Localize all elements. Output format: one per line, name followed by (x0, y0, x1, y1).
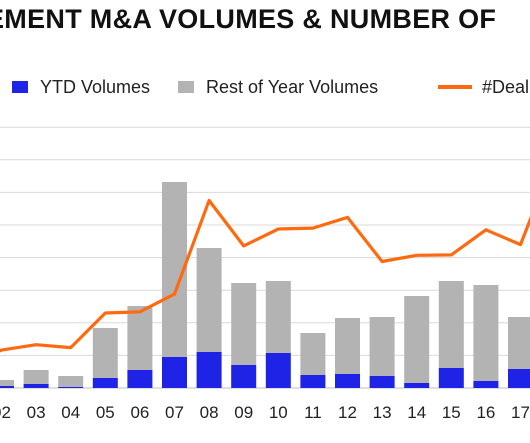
deals-line (0, 198, 530, 353)
x-tick-label: 09 (234, 403, 253, 422)
bar-rest-of-year (127, 306, 153, 370)
bar-rest-of-year (23, 370, 49, 384)
bar-ytd (438, 368, 464, 388)
x-tick-label: 06 (130, 403, 149, 422)
bar-rest-of-year (473, 285, 499, 381)
legend-item-ytd: YTD Volumes (12, 77, 150, 97)
x-tick-label: 03 (27, 403, 46, 422)
x-tick-label: 02 (0, 403, 11, 422)
x-tick-label: 04 (61, 403, 80, 422)
bar-rest-of-year (508, 317, 530, 369)
x-tick-label: 16 (476, 403, 495, 422)
x-tick-label: 17 (511, 403, 530, 422)
bar-ytd (300, 375, 326, 388)
x-tick-label: 11 (304, 403, 322, 422)
bar-rest-of-year (92, 328, 118, 378)
bar-ytd (508, 369, 530, 388)
x-tick-label: 15 (442, 403, 461, 422)
x-tick-label: 13 (373, 403, 392, 422)
legend-swatch-ytd (12, 81, 28, 93)
bar-ytd (231, 365, 257, 388)
bar-rest-of-year (0, 380, 14, 386)
bar-rest-of-year (58, 376, 84, 387)
bar-ytd (369, 376, 395, 388)
bar-ytd (265, 353, 291, 388)
bar-rest-of-year (196, 248, 222, 352)
bar-rest-of-year (231, 283, 257, 365)
bar-ytd (404, 383, 430, 388)
legend-label-ytd: YTD Volumes (40, 76, 151, 97)
bar-ytd (58, 387, 84, 388)
x-tick-label: 10 (269, 403, 288, 422)
x-tick-label: 12 (338, 403, 357, 422)
legend-label-rest-of-year: Rest of Year Volumes (206, 76, 379, 97)
bar-rest-of-year (404, 296, 430, 383)
legend-label-deals: #Deal (482, 76, 530, 97)
x-tick-label: 08 (200, 403, 219, 422)
x-tick-label: 05 (96, 403, 115, 422)
legend-item-rest-of-year: Rest of Year Volumes (178, 77, 378, 97)
bar-ytd (92, 378, 118, 388)
x-tick-label: 14 (407, 403, 426, 422)
bar-ytd (23, 384, 49, 388)
bar-rest-of-year (265, 281, 291, 353)
bar-ytd (127, 370, 153, 388)
legend-swatch-rest-of-year (178, 81, 194, 93)
legend-item-deals: #Deal (438, 77, 529, 97)
x-tick-label: 07 (165, 403, 184, 422)
bar-ytd (335, 374, 360, 388)
bar-rest-of-year (369, 317, 395, 376)
bar-rest-of-year (438, 281, 464, 368)
bar-ytd (196, 352, 222, 388)
bar-rest-of-year (300, 333, 326, 375)
bar-ytd (473, 381, 499, 388)
chart-title: EMENT M&A VOLUMES & NUMBER OF (0, 4, 497, 34)
bar-ytd (162, 357, 187, 388)
bar-rest-of-year (335, 318, 360, 374)
legend-swatch-deals (438, 85, 472, 89)
bar-ytd (0, 386, 14, 388)
